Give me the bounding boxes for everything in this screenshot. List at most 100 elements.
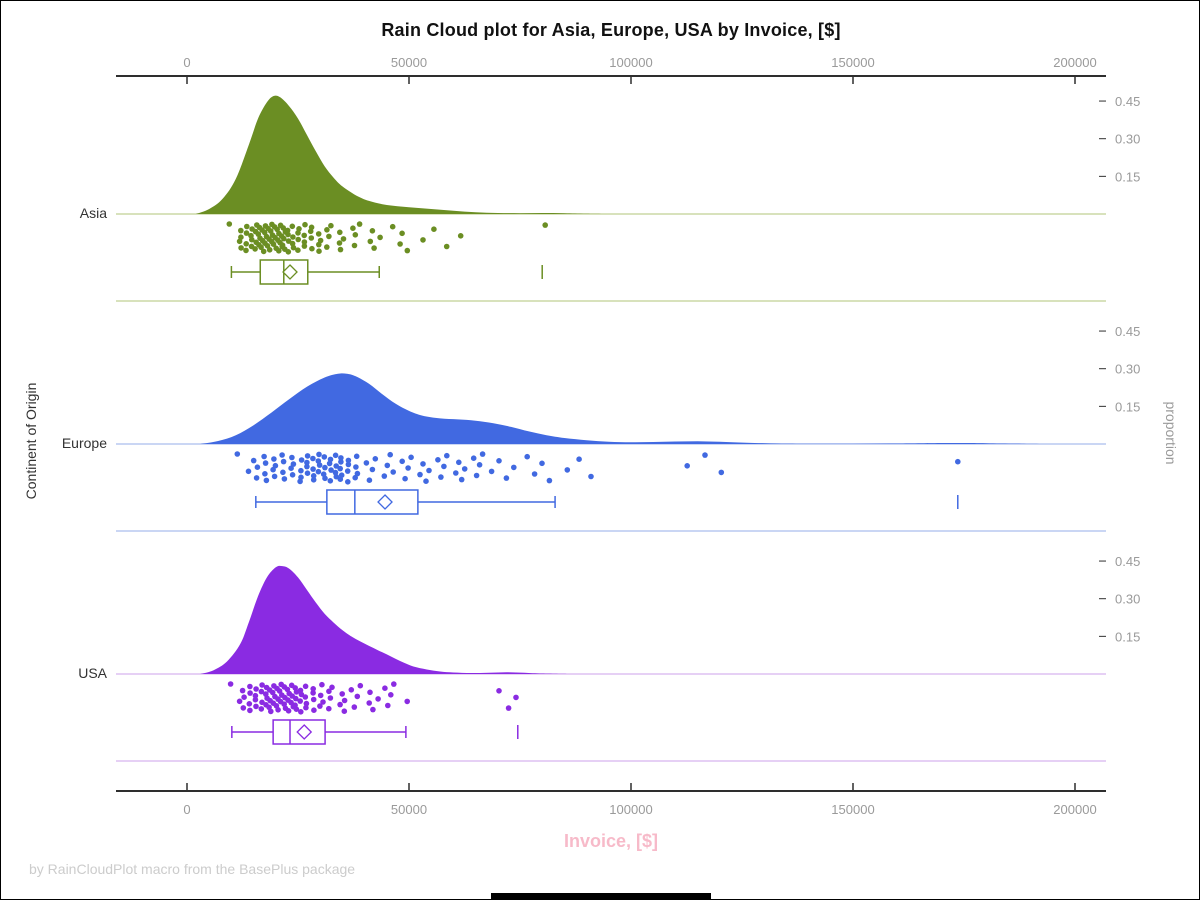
rain-point <box>546 477 553 484</box>
rain-point <box>503 475 510 481</box>
rain-point <box>377 234 383 241</box>
rain-point <box>387 451 394 458</box>
rain-point <box>247 707 253 714</box>
rain-point <box>348 687 355 693</box>
rain-point <box>338 459 344 465</box>
rain-point <box>702 452 708 458</box>
rain-point <box>337 701 343 708</box>
rain-point <box>297 698 304 704</box>
rain-point <box>281 235 287 242</box>
rain-point <box>253 475 260 481</box>
rain-point <box>315 458 322 464</box>
density-cloud-asia <box>195 95 618 214</box>
rain-point <box>456 459 462 466</box>
rain-point <box>366 700 373 706</box>
x-axis-tick-label: 150000 <box>831 55 874 70</box>
rain-point <box>304 470 311 477</box>
rain-point <box>289 240 296 247</box>
rain-point <box>375 696 381 702</box>
rain-point <box>301 243 308 249</box>
rain-point <box>227 681 234 687</box>
rain-point <box>426 467 432 474</box>
mean-diamond <box>282 264 298 280</box>
rain-point <box>332 469 339 476</box>
rain-point <box>327 478 334 484</box>
rain-point <box>496 688 502 694</box>
rain-point <box>337 246 344 253</box>
rain-point <box>363 460 370 466</box>
proportion-tick-label: 0.45 <box>1115 94 1140 109</box>
rain-point <box>226 221 233 227</box>
rain-point <box>272 462 279 469</box>
rain-point <box>338 455 344 461</box>
proportion-tick-label: 0.15 <box>1115 399 1140 414</box>
rain-point <box>357 682 364 689</box>
rain-point <box>473 472 480 479</box>
rain-point <box>262 471 268 477</box>
rain-point <box>308 235 315 241</box>
rain-point <box>371 245 377 251</box>
rain-point <box>238 227 244 234</box>
rain-point <box>260 248 267 255</box>
rain-point <box>388 692 394 698</box>
rain-point <box>284 227 291 234</box>
density-cloud-europe <box>200 373 1058 444</box>
rain-point <box>321 454 328 460</box>
rain-point <box>341 697 348 704</box>
mean-diamond <box>377 494 393 510</box>
rain-point <box>310 473 317 479</box>
rain-point <box>354 470 361 477</box>
chart-title: Rain Cloud plot for Asia, Europe, USA by… <box>381 20 841 40</box>
rain-point <box>470 455 477 462</box>
rain-point <box>269 689 276 696</box>
rain-point <box>390 469 397 475</box>
rain-point <box>303 704 309 711</box>
rain-point <box>290 234 296 240</box>
rain-point <box>315 231 322 237</box>
rain-point <box>326 688 332 695</box>
rain-point <box>337 229 343 236</box>
rain-point <box>279 242 286 248</box>
x-axis-tick-label: 150000 <box>831 802 874 817</box>
proportion-tick-label: 0.15 <box>1115 629 1140 644</box>
rain-point <box>405 465 411 471</box>
rain-point <box>244 223 250 230</box>
category-label-europe: Europe <box>61 435 107 451</box>
rain-point <box>254 464 261 471</box>
rain-point <box>245 468 252 475</box>
rain-point <box>250 457 257 464</box>
rain-point <box>297 687 304 694</box>
rain-point <box>319 681 325 688</box>
rain-point <box>295 247 301 253</box>
rain-point <box>345 457 352 464</box>
rain-point <box>353 464 359 470</box>
rain-point <box>317 692 324 699</box>
x-axis-tick-label: 0 <box>183 802 190 817</box>
x-axis-tick-label: 100000 <box>609 802 652 817</box>
rain-point <box>234 451 241 457</box>
x-axis-tick-label: 200000 <box>1053 55 1096 70</box>
x-axis-tick-label: 50000 <box>391 55 427 70</box>
rain-point <box>247 683 253 690</box>
rain-point <box>324 227 330 233</box>
rain-point <box>327 456 334 463</box>
rain-point <box>252 692 259 699</box>
rain-point <box>243 241 249 247</box>
rain-point <box>301 232 308 239</box>
rain-point <box>253 703 259 710</box>
rain-point <box>298 457 305 463</box>
rain-point <box>399 458 406 465</box>
rain-point <box>367 689 373 696</box>
rain-point <box>246 701 253 707</box>
rain-point <box>457 233 464 239</box>
rain-point <box>304 453 311 459</box>
rain-point <box>435 457 441 463</box>
rain-point <box>276 248 282 254</box>
rain-point <box>391 681 397 687</box>
rain-point <box>298 709 304 715</box>
rain-point <box>441 463 447 470</box>
rain-point <box>381 473 388 479</box>
rain-point <box>353 453 360 460</box>
rain-point <box>511 464 517 471</box>
